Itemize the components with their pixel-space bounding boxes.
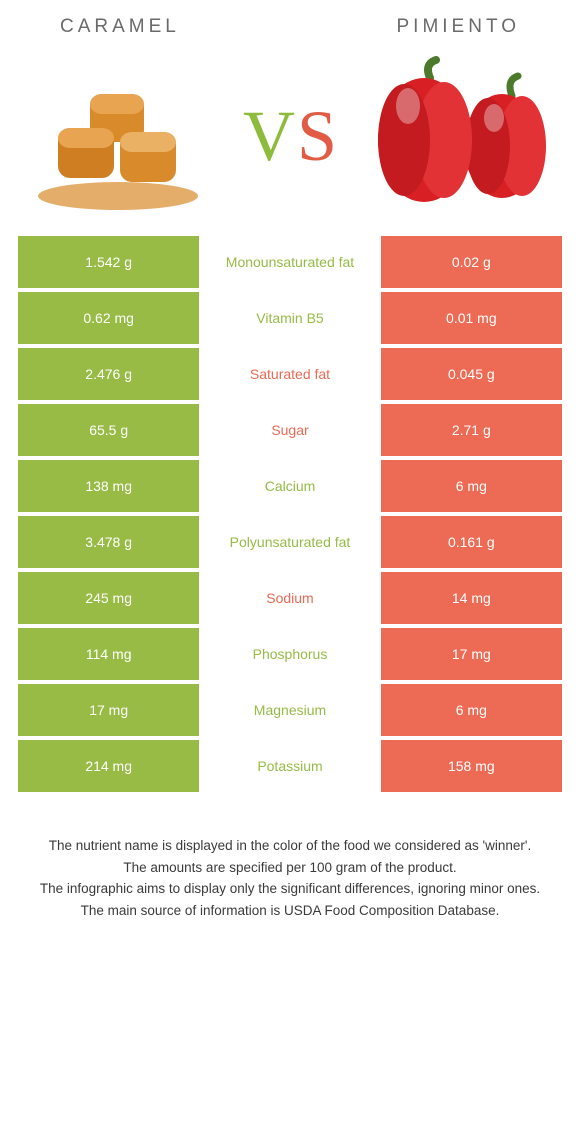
left-value: 214 mg: [18, 740, 199, 792]
caramel-icon: [28, 56, 208, 216]
nutrient-label: Polyunsaturated fat: [199, 516, 380, 568]
left-value: 3.478 g: [18, 516, 199, 568]
table-row: 1.542 gMonounsaturated fat0.02 g: [18, 236, 562, 288]
table-row: 2.476 gSaturated fat0.045 g: [18, 348, 562, 400]
table-row: 3.478 gPolyunsaturated fat0.161 g: [18, 516, 562, 568]
left-value: 0.62 mg: [18, 292, 199, 344]
left-value: 1.542 g: [18, 236, 199, 288]
nutrient-label: Calcium: [199, 460, 380, 512]
food-right-title: PIMIENTO: [397, 16, 521, 38]
nutrient-label: Phosphorus: [199, 628, 380, 680]
nutrient-label: Sodium: [199, 572, 380, 624]
vs-label: V S: [243, 95, 337, 178]
vs-s: S: [297, 95, 337, 178]
right-value: 6 mg: [381, 460, 562, 512]
footer-line: The infographic aims to display only the…: [20, 879, 560, 899]
pimiento-icon: [372, 56, 552, 216]
nutrient-label: Monounsaturated fat: [199, 236, 380, 288]
right-value: 0.01 mg: [381, 292, 562, 344]
right-value: 0.045 g: [381, 348, 562, 400]
footer-line: The amounts are specified per 100 gram o…: [20, 858, 560, 878]
nutrient-label: Vitamin B5: [199, 292, 380, 344]
nutrient-label: Potassium: [199, 740, 380, 792]
nutrient-label: Sugar: [199, 404, 380, 456]
table-row: 65.5 gSugar2.71 g: [18, 404, 562, 456]
right-value: 17 mg: [381, 628, 562, 680]
vs-v: V: [243, 95, 295, 178]
food-left-title: CARAMEL: [60, 16, 180, 38]
left-value: 17 mg: [18, 684, 199, 736]
header-row: CARAMEL PIMIENTO: [0, 0, 580, 46]
footer-line: The main source of information is USDA F…: [20, 901, 560, 921]
table-row: 214 mgPotassium158 mg: [18, 740, 562, 792]
footer-notes: The nutrient name is displayed in the co…: [0, 796, 580, 920]
images-row: V S: [0, 46, 580, 236]
left-value: 245 mg: [18, 572, 199, 624]
right-value: 0.02 g: [381, 236, 562, 288]
right-value: 0.161 g: [381, 516, 562, 568]
left-value: 2.476 g: [18, 348, 199, 400]
left-value: 138 mg: [18, 460, 199, 512]
left-value: 114 mg: [18, 628, 199, 680]
nutrient-label: Saturated fat: [199, 348, 380, 400]
right-value: 6 mg: [381, 684, 562, 736]
right-value: 14 mg: [381, 572, 562, 624]
table-row: 0.62 mgVitamin B50.01 mg: [18, 292, 562, 344]
footer-line: The nutrient name is displayed in the co…: [20, 836, 560, 856]
right-value: 2.71 g: [381, 404, 562, 456]
table-row: 245 mgSodium14 mg: [18, 572, 562, 624]
right-value: 158 mg: [381, 740, 562, 792]
table-row: 114 mgPhosphorus17 mg: [18, 628, 562, 680]
table-row: 17 mgMagnesium6 mg: [18, 684, 562, 736]
table-row: 138 mgCalcium6 mg: [18, 460, 562, 512]
nutrient-label: Magnesium: [199, 684, 380, 736]
nutrition-table: 1.542 gMonounsaturated fat0.02 g0.62 mgV…: [0, 236, 580, 792]
left-value: 65.5 g: [18, 404, 199, 456]
